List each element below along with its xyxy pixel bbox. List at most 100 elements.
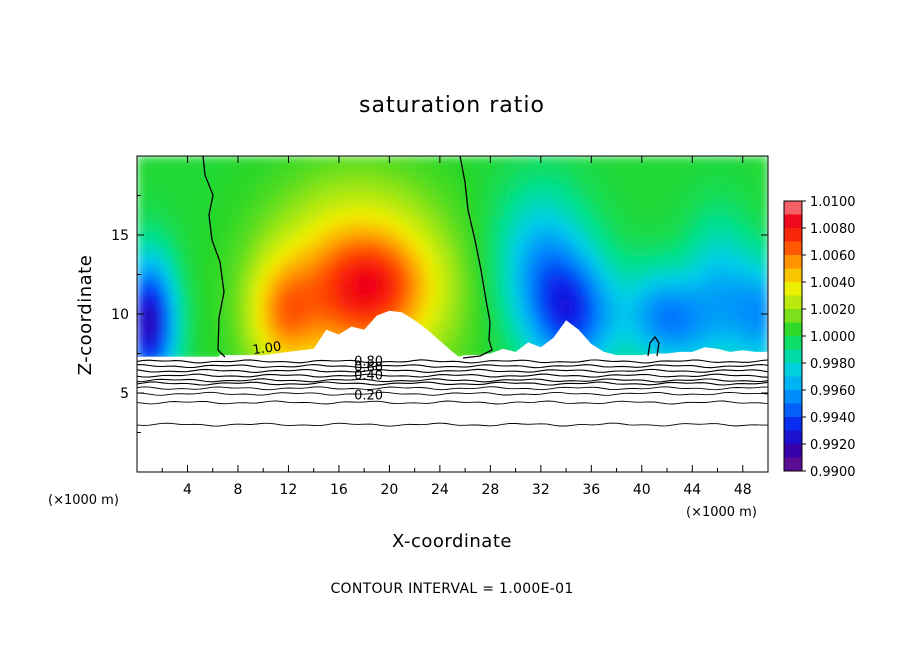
field-cell: [477, 314, 485, 319]
field-cell: [162, 219, 170, 224]
field-cell: [730, 329, 738, 335]
field-cell: [534, 298, 542, 303]
field-cell: [723, 294, 731, 299]
field-cell: [326, 179, 334, 185]
field-cell: [648, 246, 656, 252]
field-cell: [509, 341, 517, 347]
field-cell: [168, 242, 176, 248]
field-cell: [439, 310, 447, 315]
field-cell: [301, 298, 308, 303]
field-cell: [137, 317, 144, 323]
field-cell: [730, 207, 738, 212]
field-cell: [269, 306, 277, 311]
field-cell: [219, 235, 226, 240]
field-cell: [282, 242, 290, 248]
field-cell: [496, 179, 504, 185]
field-cell: [256, 254, 264, 260]
field-cell: [212, 278, 220, 283]
field-cell: [376, 258, 384, 264]
field-cell: [585, 195, 592, 201]
field-cell: [446, 314, 454, 319]
field-cell: [711, 329, 719, 335]
field-cell: [395, 156, 403, 161]
field-cell: [641, 294, 649, 299]
field-cell: [332, 238, 340, 244]
field-cell: [332, 278, 340, 283]
field-cell: [509, 238, 517, 244]
field-cell: [338, 159, 346, 165]
field-cell: [181, 171, 189, 177]
field-cell: [534, 314, 542, 319]
field-cell: [149, 238, 157, 244]
field-cell: [231, 278, 239, 283]
field-cell: [427, 171, 435, 177]
field-cell: [402, 258, 409, 264]
field-cell: [692, 211, 700, 216]
field-cell: [263, 274, 271, 280]
field-cell: [326, 242, 334, 248]
field-cell: [730, 282, 738, 287]
field-cell: [509, 290, 517, 295]
field-cell: [244, 227, 252, 232]
field-cell: [629, 211, 637, 216]
field-cell: [408, 195, 416, 201]
field-cell: [181, 219, 189, 224]
field-cell: [433, 310, 441, 315]
field-cell: [704, 159, 712, 165]
field-cell: [553, 302, 561, 307]
field-cell: [553, 195, 561, 201]
field-cell: [395, 191, 403, 197]
field-cell: [319, 246, 327, 252]
field-cell: [654, 325, 662, 331]
field-cell: [174, 337, 182, 343]
field-cell: [679, 321, 687, 327]
field-cell: [723, 183, 731, 189]
field-cell: [597, 191, 605, 197]
field-cell: [559, 310, 567, 315]
field-cell: [704, 294, 712, 299]
field-cell: [143, 345, 151, 351]
field-cell: [149, 321, 157, 327]
field-cell: [698, 321, 706, 327]
field-cell: [256, 282, 264, 287]
field-cell: [629, 333, 637, 339]
field-cell: [319, 266, 327, 272]
field-cell: [585, 294, 592, 299]
field-cell: [736, 223, 744, 228]
field-cell: [603, 215, 611, 220]
field-cell: [225, 211, 233, 216]
field-cell: [364, 262, 372, 268]
field-cell: [692, 290, 700, 295]
field-cell: [256, 317, 264, 323]
field-cell: [484, 183, 491, 189]
field-cell: [660, 183, 668, 189]
field-cell: [597, 203, 605, 208]
field-cell: [187, 195, 195, 201]
field-cell: [629, 215, 637, 220]
field-cell: [667, 286, 674, 291]
field-cell: [711, 262, 719, 268]
field-cell: [446, 183, 454, 189]
field-cell: [162, 242, 170, 248]
field-cell: [502, 227, 510, 232]
field-cell: [420, 195, 428, 201]
field-cell: [263, 290, 271, 295]
field-cell: [597, 254, 605, 260]
field-cell: [181, 203, 189, 208]
field-cell: [597, 238, 605, 244]
field-cell: [244, 215, 252, 220]
field-cell: [547, 270, 555, 276]
field-cell: [641, 274, 649, 280]
field-cell: [269, 195, 277, 201]
field-cell: [288, 227, 296, 232]
field-cell: [414, 317, 422, 323]
field-cell: [591, 223, 599, 228]
field-cell: [200, 314, 208, 319]
field-cell: [521, 187, 529, 193]
field-cell: [193, 349, 201, 355]
field-cell: [143, 250, 151, 256]
field-cell: [509, 278, 517, 283]
field-cell: [446, 254, 454, 260]
field-cell: [231, 325, 239, 331]
field-cell: [540, 262, 548, 268]
